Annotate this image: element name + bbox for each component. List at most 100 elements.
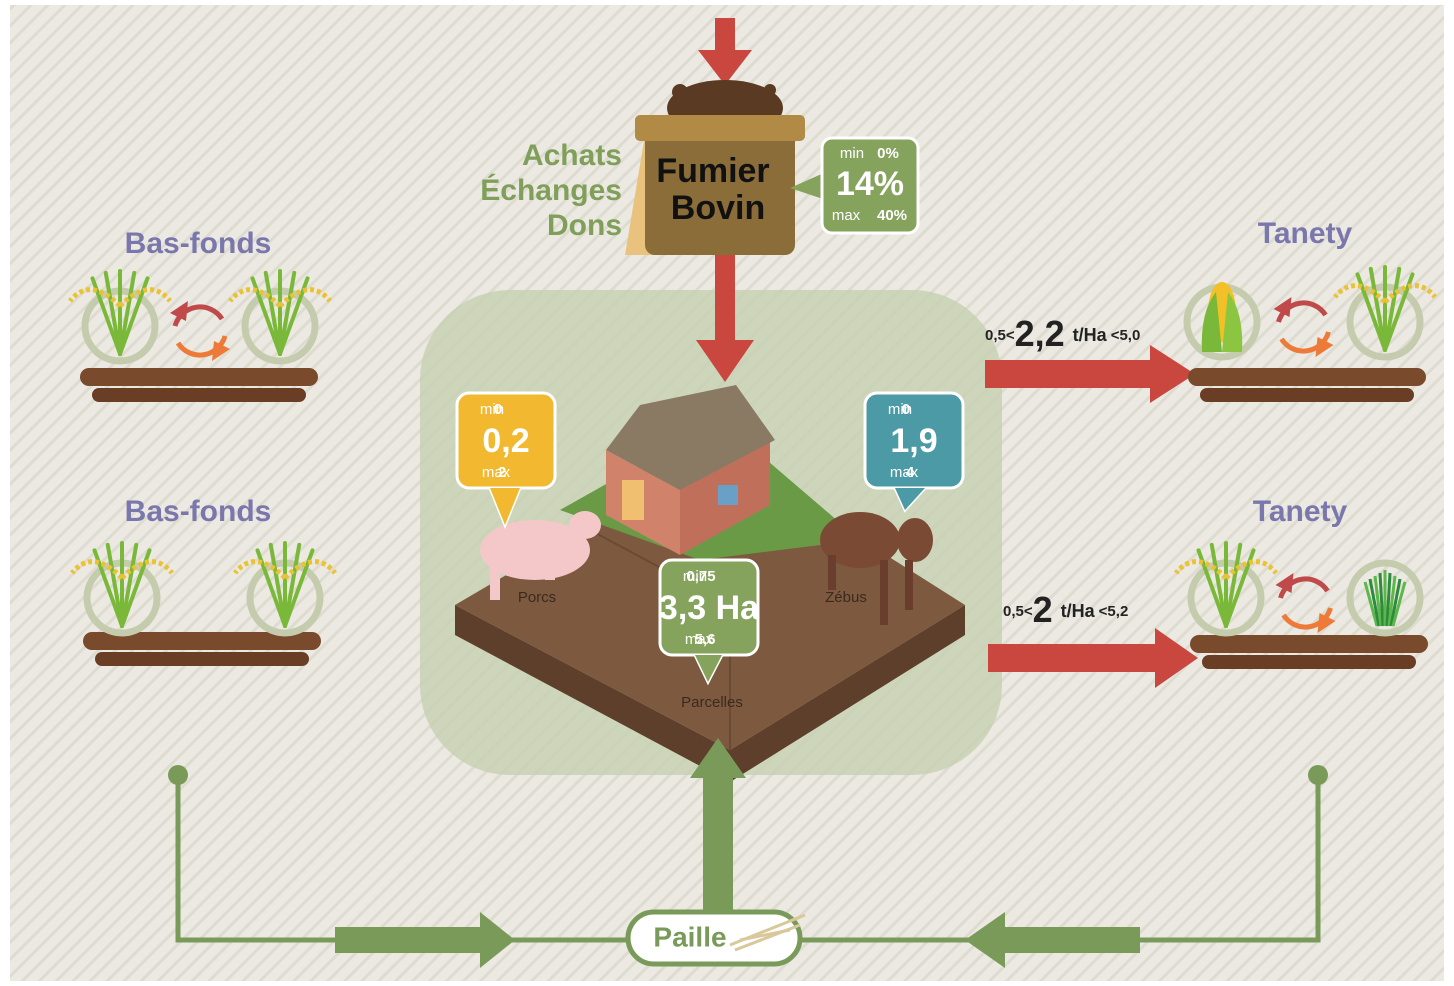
grass-blade <box>1363 581 1379 627</box>
min-value: 0 <box>902 401 910 418</box>
rice-grain <box>1174 559 1228 580</box>
corn-leaf <box>1222 292 1243 352</box>
max-label: max <box>685 631 714 648</box>
rice-grain <box>118 287 172 308</box>
field-title: Bas-fonds <box>125 495 272 528</box>
arrow-shaft <box>1000 927 1140 953</box>
rice-grain <box>120 559 174 580</box>
cycle-head <box>1275 573 1294 593</box>
rice-leaf <box>1209 542 1228 628</box>
min-label: min <box>480 401 504 418</box>
rice-leaf <box>255 548 287 628</box>
plant-ring <box>1346 559 1424 637</box>
rice-leaf <box>1355 272 1387 352</box>
cycle-arrow <box>1281 607 1333 630</box>
cycle-head <box>1315 337 1334 357</box>
soil-bar <box>1190 635 1428 653</box>
yield-max: <5,2 <box>1099 603 1129 620</box>
grass-blade <box>1368 578 1381 627</box>
max-value: 40% <box>877 207 907 224</box>
arrow-head <box>1150 345 1195 403</box>
plots-label: Parcelles <box>681 694 743 711</box>
rice-grain <box>70 559 124 580</box>
main-value: 0,2 <box>482 422 529 460</box>
share-bubble: min 0% 14% max 40% <box>790 136 920 235</box>
bubble-box <box>820 136 920 235</box>
zebu-leg <box>880 560 888 625</box>
soil-bar <box>80 368 318 386</box>
straw <box>739 928 791 942</box>
pig-body <box>480 520 590 580</box>
rice-leaf <box>250 276 282 356</box>
soil-bar <box>1202 655 1416 669</box>
bag-title: Fumier <box>656 152 769 190</box>
arrow-head <box>480 912 515 968</box>
animal-label: Zébus <box>825 589 867 606</box>
rice-leaf <box>120 548 152 628</box>
min-value: 0 <box>494 401 502 418</box>
bag-body <box>645 130 795 255</box>
arrow-shaft <box>985 360 1155 388</box>
rice-leaf <box>118 270 137 356</box>
rice-leaf <box>1196 548 1228 628</box>
field: Tanety <box>1183 217 1437 402</box>
share-value: 14% <box>836 165 904 203</box>
soil-bar <box>92 388 306 402</box>
rice-leaf <box>105 542 124 628</box>
house-window <box>718 485 738 505</box>
rice-leaf <box>268 542 287 628</box>
soil-bar <box>83 632 321 650</box>
rice-leaf <box>1224 548 1256 628</box>
rice-grain <box>228 287 282 308</box>
min-value: 0,75 <box>686 568 715 585</box>
field: Tanety <box>1174 495 1428 669</box>
grass-blade <box>1373 575 1383 627</box>
source-label: Échanges <box>480 173 622 207</box>
house-door <box>622 480 644 520</box>
manure-bag: Fumier Bovin <box>625 80 805 255</box>
min-label: min <box>888 401 912 418</box>
cycle-arrow <box>1278 576 1330 599</box>
field-title: Tanety <box>1253 495 1348 528</box>
yield-unit: t/Ha <box>1073 325 1108 345</box>
grass-blade <box>1385 572 1392 627</box>
yield-min: 0,5< <box>1003 603 1033 620</box>
soil-bar <box>1188 368 1426 386</box>
cycle-arrow <box>1279 331 1331 354</box>
rice-leaf <box>278 270 297 356</box>
zebu-leg <box>828 555 836 590</box>
cycle-head <box>170 301 188 321</box>
rice-leaf <box>120 542 139 628</box>
pig <box>480 511 601 600</box>
bubble-pointer-fill <box>695 655 722 682</box>
rice-leaf <box>263 270 282 356</box>
cycle-head <box>1317 613 1336 633</box>
rice-leaf <box>1224 542 1243 628</box>
straw-pill <box>625 909 803 967</box>
manure-in-arrow <box>698 18 752 85</box>
rice-leaf <box>1383 266 1402 352</box>
manure-out-arrow <box>696 250 754 382</box>
zebu-head <box>897 518 933 562</box>
corn-leaf <box>1201 292 1222 352</box>
arrow-shaft <box>988 644 1160 672</box>
rice-leaf <box>1383 272 1415 352</box>
arrow-head <box>1155 628 1198 688</box>
yield-arrow <box>988 628 1198 688</box>
arrow-shaft <box>703 775 733 915</box>
min-value: 0% <box>877 145 899 162</box>
cycle-arrow <box>172 304 225 327</box>
ground-side <box>455 605 965 782</box>
bag-title: Bovin <box>671 189 765 227</box>
rice-grain <box>1333 283 1387 304</box>
max-label: max <box>832 207 861 224</box>
bag-rim <box>635 115 805 141</box>
field-title: Bas-fonds <box>125 227 272 260</box>
soil-bar <box>95 652 309 666</box>
yield-value: 2 <box>1033 589 1053 630</box>
yield-arrow <box>985 345 1195 403</box>
yield-text: 0,5<2,2 t/Ha <5,0 <box>985 313 1140 354</box>
